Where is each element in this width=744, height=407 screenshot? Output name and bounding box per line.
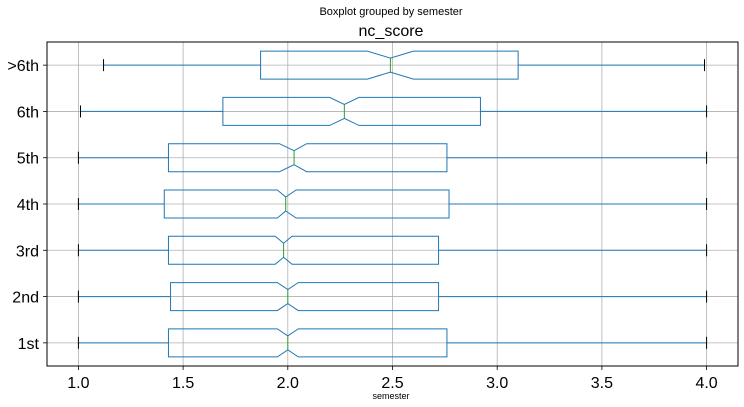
x-tick-label: 3.0 [486, 375, 508, 392]
box-body [167, 143, 448, 173]
x-tick-label: 2.5 [381, 375, 403, 392]
x-axis-ticks: 1.0 1.5 2.0 2.5 3.0 3.5 4.0 [67, 366, 718, 392]
boxes [77, 50, 708, 358]
x-tick-label: 1.5 [172, 375, 194, 392]
y-tick-label: 2nd [12, 290, 39, 307]
y-tick-label: 4th [17, 197, 39, 214]
x-tick-label: 4.0 [695, 375, 717, 392]
y-tick-label: >6th [7, 58, 39, 75]
y-tick-label: 1st [18, 336, 40, 353]
x-tick-label: 1.0 [67, 375, 89, 392]
box-4th [77, 189, 708, 219]
box-body [167, 328, 448, 358]
box-body [260, 50, 519, 80]
box-body [170, 282, 440, 312]
x-tick-label: 2.0 [277, 375, 299, 392]
box-2nd [77, 282, 708, 312]
x-tick-label: 3.5 [591, 375, 613, 392]
y-tick-label: 3rd [16, 243, 39, 260]
box->6th [103, 50, 705, 80]
box-1st [77, 328, 708, 358]
box-body [222, 96, 481, 126]
x-axis-label: semester [372, 391, 409, 401]
box-5th [77, 143, 708, 173]
box-6th [80, 96, 708, 126]
y-axis-ticks: 1st 2nd 3rd 4th 5th 6th >6th [7, 58, 47, 353]
chart-title: nc_score [359, 23, 424, 40]
box-body [167, 235, 440, 265]
box-3rd [77, 235, 708, 265]
y-tick-label: 6th [17, 104, 39, 121]
box-body [163, 189, 450, 219]
y-tick-label: 5th [17, 151, 39, 168]
chart-suptitle: Boxplot grouped by semester [319, 6, 462, 18]
